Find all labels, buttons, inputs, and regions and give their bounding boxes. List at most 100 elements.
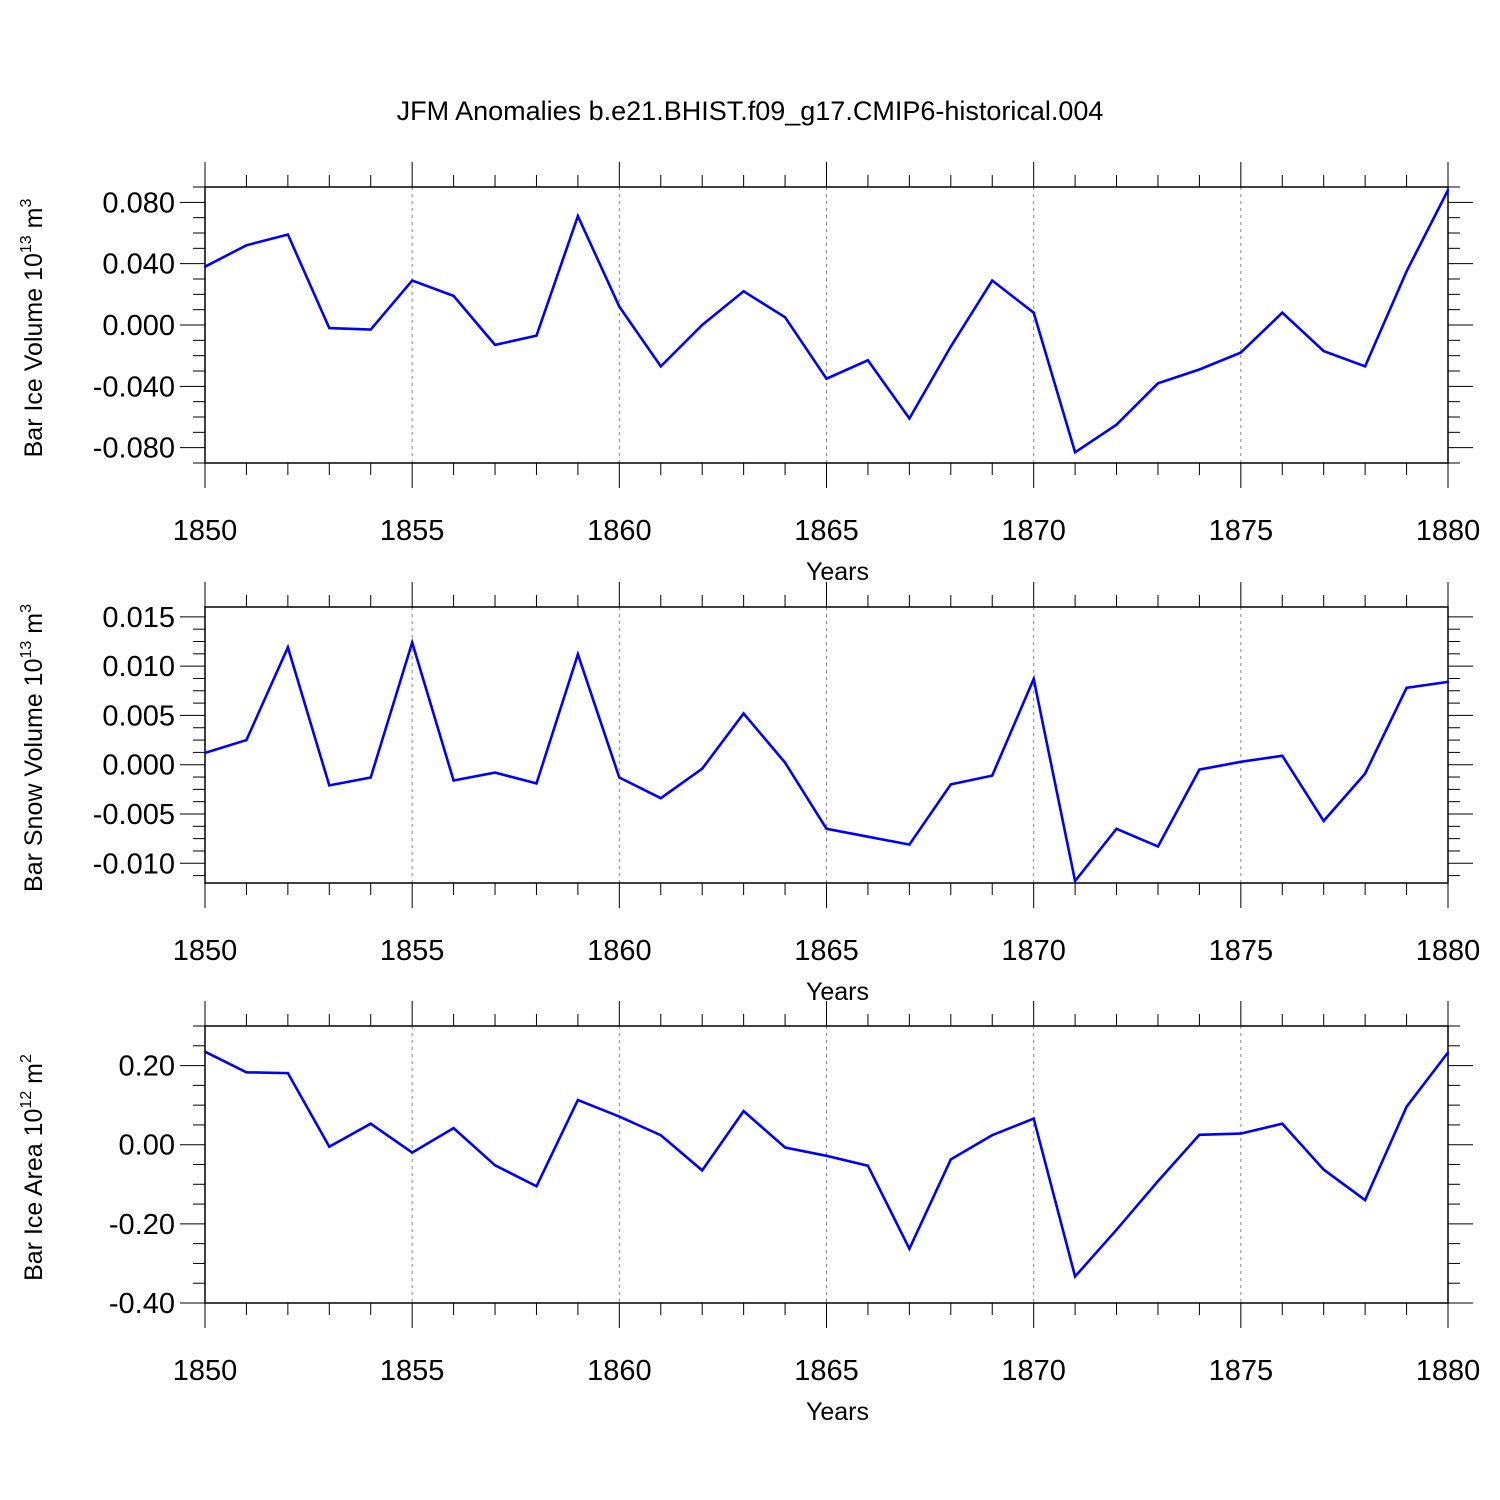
y-tick-label: -0.20 xyxy=(109,1209,175,1241)
y-tick-label: -0.40 xyxy=(109,1288,175,1320)
panel-1: 0.080 0.040 0.000 -0.040 -0.080 1850 1855 1860 1… xyxy=(18,162,1480,586)
data-point xyxy=(1446,680,1450,684)
x-tick-label: 1875 xyxy=(1209,515,1274,547)
data-point xyxy=(328,1145,331,1148)
data-point xyxy=(1032,1117,1035,1120)
data-point xyxy=(1322,349,1325,353)
data-point xyxy=(1363,365,1367,368)
y-tick-label: 0.005 xyxy=(102,700,175,732)
x-tick-label: 1860 xyxy=(587,1355,652,1387)
data-point xyxy=(245,244,248,247)
data-point xyxy=(866,1164,870,1167)
data-point xyxy=(1239,1132,1243,1135)
x-axis-label: Years xyxy=(806,558,869,586)
data-point xyxy=(452,1126,455,1130)
data-point xyxy=(286,233,290,236)
data-point xyxy=(825,827,828,830)
x-tick-label: 1850 xyxy=(173,515,238,547)
data-point xyxy=(949,345,952,348)
x-tick-label: 1860 xyxy=(587,515,652,547)
y-tick-label: 0.000 xyxy=(102,310,175,342)
data-point xyxy=(1281,754,1284,758)
data-point xyxy=(1322,819,1325,823)
data-point xyxy=(866,359,870,362)
x-tick-label: 1870 xyxy=(1001,1355,1066,1387)
data-point xyxy=(369,776,372,779)
y-tick-label: 0.015 xyxy=(102,602,175,634)
x-tick-label: 1860 xyxy=(587,935,652,967)
x-tick-label: 1850 xyxy=(173,935,238,967)
plot-frame xyxy=(204,186,1449,464)
data-point xyxy=(908,417,911,420)
x-tick-label: 1870 xyxy=(1001,935,1066,967)
data-point xyxy=(1115,827,1118,830)
data-point xyxy=(328,784,331,787)
data-point xyxy=(410,641,414,644)
x-tick-label: 1875 xyxy=(1209,1355,1274,1387)
data-point xyxy=(1322,1168,1325,1171)
y-tick-label: 0.00 xyxy=(119,1130,175,1162)
data-point xyxy=(1239,351,1243,354)
data-point xyxy=(410,279,414,282)
plot-frame xyxy=(204,1025,1449,1304)
data-point xyxy=(1363,772,1367,775)
x-tick-label: 1875 xyxy=(1209,935,1274,967)
data-point xyxy=(576,653,580,656)
x-tick-label: 1855 xyxy=(380,1355,445,1387)
data-point xyxy=(908,1247,911,1250)
x-tick-label: 1865 xyxy=(794,935,859,967)
x-tick-label: 1870 xyxy=(1001,515,1066,547)
data-point xyxy=(286,1071,290,1075)
data-point xyxy=(1073,1275,1077,1278)
data-point xyxy=(991,279,994,282)
data-point xyxy=(1032,677,1035,681)
data-point xyxy=(742,1109,745,1113)
data-point xyxy=(949,783,952,786)
y-tick-label: -0.010 xyxy=(93,848,175,880)
panel-3: 0.20 0.00 -0.20 -0.40 1850 1855 1860 1865 1870 18… xyxy=(18,1001,1480,1426)
data-point xyxy=(493,1164,497,1167)
data-point xyxy=(1281,1122,1284,1125)
y-tick-label: 0.080 xyxy=(102,187,175,219)
data-point xyxy=(1115,1228,1118,1231)
data-point xyxy=(1156,1179,1160,1183)
y-axis-label: Bar Snow Volume 1013 m3 xyxy=(18,604,48,892)
panel-2: 0.015 0.010 0.005 0.000 -0.005 -0.010 1850 1855… xyxy=(18,582,1480,1006)
y-tick-label: -0.080 xyxy=(93,433,175,465)
data-point xyxy=(825,1154,828,1157)
data-point xyxy=(1073,879,1077,883)
x-tick-label: 1855 xyxy=(380,935,445,967)
data-point xyxy=(1156,382,1160,385)
data-point xyxy=(1198,768,1201,771)
x-axis-label: Years xyxy=(806,978,869,1006)
data-point xyxy=(783,316,787,319)
x-tick-label: 1880 xyxy=(1416,1355,1481,1387)
data-point xyxy=(783,761,787,764)
data-point xyxy=(1405,1105,1408,1108)
x-tick-label: 1880 xyxy=(1416,935,1481,967)
data-point xyxy=(369,1122,372,1125)
x-axis-label: Years xyxy=(806,1398,869,1426)
data-point xyxy=(493,771,497,774)
data-point xyxy=(535,1185,538,1188)
data-point xyxy=(203,1050,207,1053)
data-point xyxy=(783,1146,787,1149)
x-tick-label: 1855 xyxy=(380,515,445,547)
data-point xyxy=(1198,368,1201,371)
figure-title: JFM Anomalies b.e21.BHIST.f09_g17.CMIP6-… xyxy=(396,96,1104,126)
data-point xyxy=(1281,311,1284,314)
data-point xyxy=(1405,270,1408,273)
data-point xyxy=(742,712,745,715)
data-point xyxy=(701,767,704,770)
data-point xyxy=(286,646,290,649)
x-tick-label: 1850 xyxy=(173,1355,238,1387)
data-point xyxy=(535,334,538,337)
data-point xyxy=(618,1115,621,1118)
data-point xyxy=(701,1169,704,1172)
data-point xyxy=(576,214,580,218)
data-point xyxy=(410,1151,414,1154)
plot-frame xyxy=(204,606,1449,884)
data-point xyxy=(991,1134,994,1137)
data-point xyxy=(1446,188,1450,192)
